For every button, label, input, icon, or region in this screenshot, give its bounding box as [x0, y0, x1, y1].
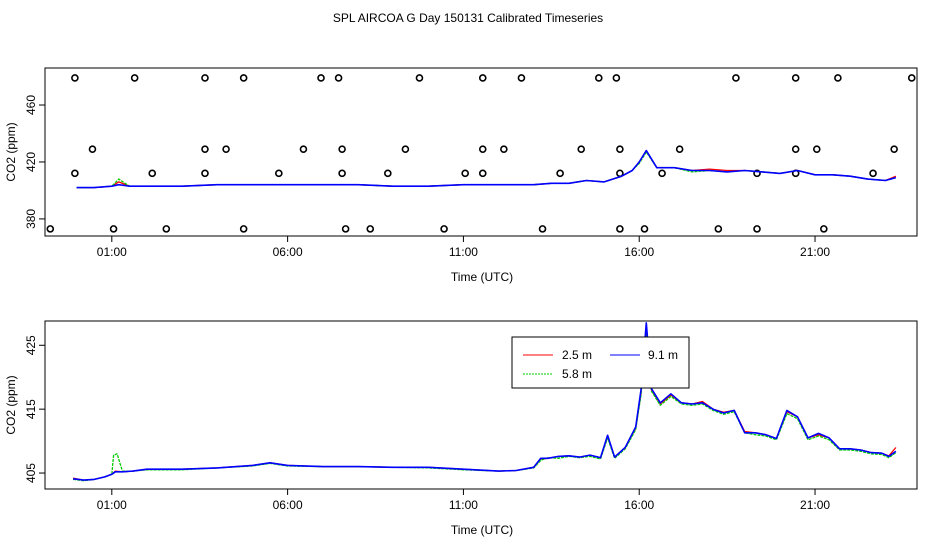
top-series-9-1-m — [76, 149, 897, 189]
flag-marker — [658, 169, 666, 178]
top-x-tick-label: 01:00 — [97, 245, 127, 259]
flag-marker — [616, 225, 624, 233]
top-x-ticks: 01:00 06:00 11:00 16:00 21:00 — [97, 236, 830, 259]
flag-marker — [869, 169, 877, 178]
flag-marker — [201, 169, 209, 178]
flag-marker — [612, 74, 621, 82]
top-series — [76, 149, 897, 189]
bottom-plot-frame — [44, 320, 918, 490]
bottom-x-ticks: 01:00 06:00 11:00 16:00 21:00 — [97, 489, 830, 512]
flag-marker — [907, 74, 916, 82]
flag-marker — [812, 145, 821, 153]
flag-marker — [753, 169, 761, 178]
flag-marker — [162, 225, 171, 233]
flag-marker — [478, 169, 487, 178]
bottom-x-tick-label: 16:00 — [624, 498, 654, 512]
flag-marker — [384, 169, 392, 178]
legend-box — [511, 336, 690, 389]
flag-marker — [148, 169, 157, 178]
flag-marker — [732, 74, 740, 82]
flag-marker — [201, 74, 209, 82]
top-x-tick-label: 11:00 — [449, 245, 478, 259]
bottom-x-tick-label: 06:00 — [273, 498, 303, 512]
top-x-tick-label: 16:00 — [624, 245, 654, 259]
flag-marker — [675, 145, 684, 153]
legend-label-2-5m: 2.5 m — [562, 348, 592, 362]
top-y-tick-label: 460 — [24, 95, 38, 115]
flag-marker — [334, 74, 343, 82]
bottom-series-9-1-m — [73, 322, 897, 481]
flag-marker — [130, 74, 139, 82]
legend-label-9-1m: 9.1 m — [648, 348, 678, 362]
flag-marker — [440, 225, 448, 233]
bottom-series-2-5-m — [72, 328, 897, 481]
flag-marker — [478, 74, 487, 82]
flag-marker — [820, 225, 828, 233]
flag-marker — [88, 145, 97, 153]
top-x-axis-label: Time (UTC) — [451, 270, 513, 284]
bottom-x-tick-label: 11:00 — [449, 498, 478, 512]
flag-marker — [478, 145, 487, 153]
bottom-y-tick-label: 415 — [24, 399, 38, 419]
top-series-2-5-m — [76, 149, 897, 189]
flag-marker — [201, 145, 209, 153]
flag-marker — [275, 169, 283, 178]
flag-marker — [577, 145, 586, 153]
bottom-x-tick-label: 01:00 — [97, 498, 127, 512]
top-x-tick-label: 06:00 — [273, 245, 303, 259]
top-y-tick-label: 380 — [24, 209, 38, 229]
flag-marker — [834, 74, 842, 82]
flag-marker — [500, 145, 508, 153]
flag-marker — [461, 169, 469, 178]
bottom-y-tick-label: 425 — [24, 335, 38, 355]
flag-marker — [366, 225, 375, 233]
top-y-axis-label: CO2 (ppm) — [4, 122, 18, 181]
flag-marker — [109, 225, 118, 233]
flag-marker — [594, 74, 603, 82]
bottom-y-axis-label: CO2 (ppm) — [4, 375, 18, 434]
top-panel: CO2 (ppm) Time (UTC) 01:00 06:00 11:00 16:0… — [4, 67, 918, 284]
flag-marker — [401, 145, 410, 153]
flag-marker — [415, 74, 424, 82]
bottom-series — [72, 322, 897, 482]
flag-marker — [890, 145, 898, 153]
bottom-y-ticks: 405 415 425 — [24, 335, 45, 483]
top-plot-frame — [44, 67, 918, 237]
flag-marker — [239, 74, 248, 82]
top-flag-markers — [46, 74, 916, 233]
flag-marker — [538, 225, 547, 233]
flag-marker — [299, 145, 308, 153]
bottom-y-tick-label: 405 — [24, 463, 38, 483]
top-series-5-8-m — [76, 151, 897, 189]
flag-marker — [616, 145, 624, 153]
top-y-ticks: 380 420 460 — [24, 95, 45, 229]
legend: 2.5 m 9.1 m 5.8 m — [511, 336, 690, 389]
flag-marker — [46, 225, 55, 233]
flag-marker — [71, 169, 79, 178]
flag-marker — [753, 225, 761, 233]
flag-marker — [341, 225, 350, 233]
flag-marker — [791, 74, 800, 82]
flag-marker — [791, 145, 800, 153]
flag-marker — [317, 74, 325, 82]
bottom-x-axis-label: Time (UTC) — [451, 523, 513, 537]
bottom-x-tick-label: 21:00 — [800, 498, 830, 512]
flag-marker — [71, 74, 79, 82]
flag-marker — [239, 225, 248, 233]
bottom-panel: CO2 (ppm) Time (UTC) 01:00 06:00 11:00 16:0… — [4, 320, 918, 537]
bottom-series-5-8-m — [73, 329, 897, 482]
flag-marker — [338, 169, 346, 178]
legend-label-5-8m: 5.8 m — [562, 367, 592, 381]
chart-title: SPL AIRCOA G Day 150131 Calibrated Times… — [333, 11, 603, 25]
flag-marker — [714, 225, 723, 233]
flag-marker — [338, 145, 346, 153]
flag-marker — [640, 225, 649, 233]
flag-marker — [556, 169, 564, 178]
flag-marker — [222, 145, 230, 153]
top-x-tick-label: 21:00 — [800, 245, 830, 259]
flag-marker — [517, 74, 526, 82]
top-y-tick-label: 420 — [24, 152, 38, 172]
